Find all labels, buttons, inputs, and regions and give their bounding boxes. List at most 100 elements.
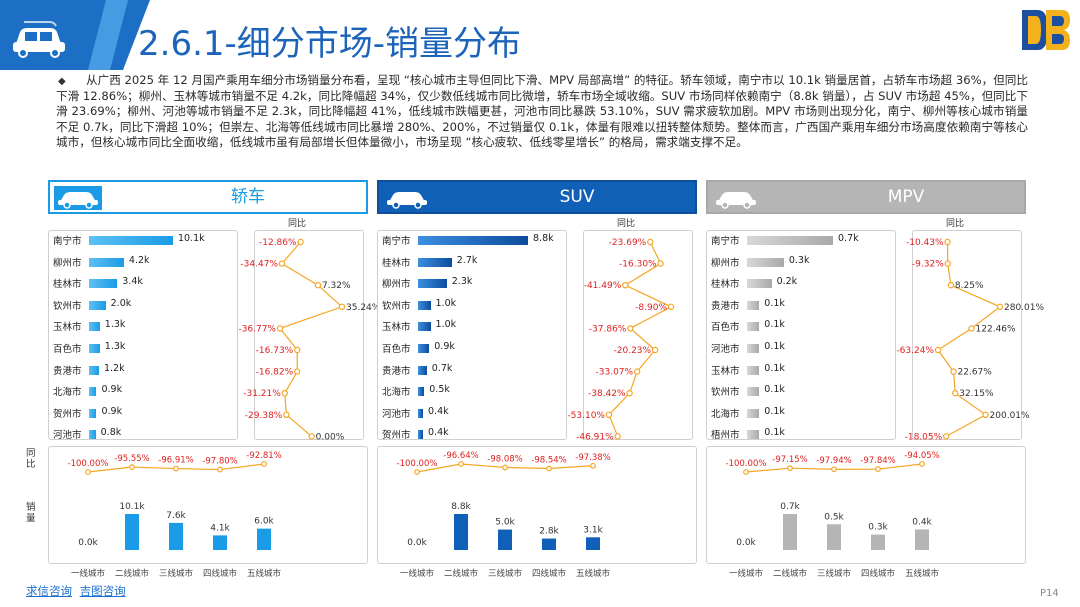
city-row: 钦州市 0.1k — [707, 381, 897, 403]
city-row: 梧州市 0.1k — [707, 424, 897, 446]
city-row: 钦州市 2.0k — [49, 295, 239, 317]
sales-bar — [89, 236, 173, 245]
yoy-label: -16.30% — [619, 260, 657, 270]
panel-title: 轿车 — [231, 187, 265, 207]
bullet-icon: ◆ — [58, 76, 66, 87]
sales-bar — [747, 236, 833, 245]
sales-bar — [89, 257, 124, 267]
brand-logo — [1022, 10, 1070, 50]
yoy-chart-frame — [254, 230, 364, 440]
city-name: 贵港市 — [711, 300, 740, 312]
sales-value: 0.1k — [764, 427, 785, 439]
footer-link-qiuxin[interactable]: 求信咨询 — [26, 584, 72, 598]
yoy-label: -46.91% — [576, 432, 614, 442]
sales-value: 0.1k — [764, 297, 785, 309]
yoy-label: -38.42% — [588, 389, 626, 399]
sales-bar — [418, 322, 431, 332]
page-title: 2.6.1-细分市场-销量分布 — [138, 24, 522, 64]
sales-bar — [418, 365, 427, 375]
sales-bar — [418, 344, 430, 353]
tier-name: 二线城市 — [115, 568, 150, 579]
city-name: 柳州市 — [382, 279, 411, 291]
sales-bar — [89, 279, 118, 289]
yoy-point — [947, 282, 955, 289]
tier-yoy-point — [831, 466, 837, 473]
tier-yoy-point — [414, 469, 420, 475]
yoy-chart-frame — [912, 230, 1022, 440]
tier-name: 四线城市 — [861, 568, 896, 579]
city-name: 玉林市 — [53, 322, 82, 334]
tier-name: 二线城市 — [444, 568, 479, 579]
yoy-point — [657, 260, 664, 267]
city-name: 贺州市 — [53, 408, 82, 420]
tier-sales-label: 4.1k — [210, 523, 230, 533]
yoy-label: 7.32% — [322, 281, 351, 291]
sales-bar — [747, 430, 760, 440]
yoy-label: -16.82% — [256, 368, 294, 378]
sales-bar — [89, 300, 106, 310]
tier-name: 二线城市 — [773, 568, 808, 579]
tier-sales-label: 0.5k — [824, 512, 844, 522]
sales-value: 1.3k — [104, 341, 126, 352]
tier-sales-label: 0.7k — [780, 502, 800, 512]
yoy-label: 280.01% — [1004, 303, 1044, 313]
tier-bar — [213, 535, 227, 550]
yoy-point — [934, 346, 942, 354]
tier-yoy-label: -98.08% — [487, 454, 522, 464]
yoy-label: -53.10% — [567, 411, 605, 421]
city-row: 河池市 0.1k — [707, 338, 897, 360]
tier-yoy-label: -98.54% — [531, 456, 566, 466]
city-ranking: 同比 南宁市 0.7k 柳州市 0.3k 桂林市 0.2k 贵港市 0.1k 百色市 0.1k 河池市… — [706, 216, 1044, 442]
tier-chart: 同比 销量 -100.00% -95.55% -96.91% -97.80% -92.81%… — [26, 446, 368, 580]
header: 2.6.1-细分市场-销量分布 — [0, 0, 1080, 70]
yoy-point — [605, 411, 613, 418]
sales-bar — [747, 279, 772, 289]
city-name: 河池市 — [382, 408, 411, 420]
city-row: 百色市 0.1k — [707, 316, 897, 338]
yoy-header: 同比 — [617, 219, 636, 229]
tier-sales-label: 0.4k — [912, 517, 932, 527]
city-name: 桂林市 — [711, 279, 740, 291]
sales-bar-chart: 南宁市 8.8k 桂林市 2.7k 柳州市 2.3k 钦州市 1.0k 玉林市 1.0k 百色市 0.… — [377, 230, 568, 441]
sales-value: 10.1k — [178, 233, 205, 244]
tier-name: 四线城市 — [203, 568, 238, 579]
yoy-point — [626, 389, 633, 397]
sales-bar — [747, 365, 760, 375]
sales-value: 0.4k — [428, 405, 449, 417]
sales-value: 0.7k — [431, 362, 453, 374]
yoy-point — [614, 433, 621, 440]
car-icon — [387, 192, 427, 209]
yoy-point — [281, 389, 288, 397]
tier-sales-label: 0.3k — [868, 523, 888, 533]
tier-svg: -100.00% -95.55% -96.91% -97.80% -92.81% 0.0k… — [68, 451, 282, 579]
yoy-point — [297, 238, 304, 246]
tier-name: 一线城市 — [729, 568, 764, 579]
yoy-label: -23.69% — [609, 238, 647, 248]
city-row: 贺州市 0.9k — [49, 403, 239, 425]
sales-value: 0.9k — [101, 384, 123, 396]
city-name: 玉林市 — [382, 322, 411, 334]
yoy-point — [944, 238, 951, 246]
yoy-label: -63.24% — [896, 346, 934, 356]
panel-sedan: 轿车 同比 南宁市 10.1k 柳州市 4.2k 桂林市 3.4k 钦州市 2.0k 玉林市 1.3k… — [26, 180, 381, 580]
yoy-label: -20.23% — [614, 346, 652, 356]
tier-yoy-point — [743, 469, 749, 475]
footer-links: 求信咨询 吉图咨询 — [26, 583, 130, 599]
tier-yoy-point — [129, 464, 135, 470]
yoy-line-chart: -12.86% -34.47% 7.32% 35.24% -36.77% -16.73% -… — [238, 238, 380, 442]
sales-value: 0.3k — [788, 254, 810, 266]
sales-bar — [418, 387, 425, 397]
yoy-label: 200.01% — [990, 411, 1030, 421]
car-icon — [13, 21, 65, 58]
footer-link-jitu[interactable]: 吉图咨询 — [79, 584, 126, 598]
car-icon — [716, 192, 756, 209]
yoy-label: -10.43% — [906, 238, 944, 248]
yoy-line — [608, 241, 673, 437]
yoy-label: 8.25% — [955, 281, 984, 291]
city-row: 北海市 0.5k — [378, 381, 568, 403]
yoy-point — [308, 433, 315, 440]
tier-yoy-point — [919, 461, 925, 467]
panel-header-sedan: 轿车 — [48, 180, 368, 214]
tier-yoy-label: -96.91% — [158, 456, 193, 466]
yoy-point — [338, 303, 346, 311]
